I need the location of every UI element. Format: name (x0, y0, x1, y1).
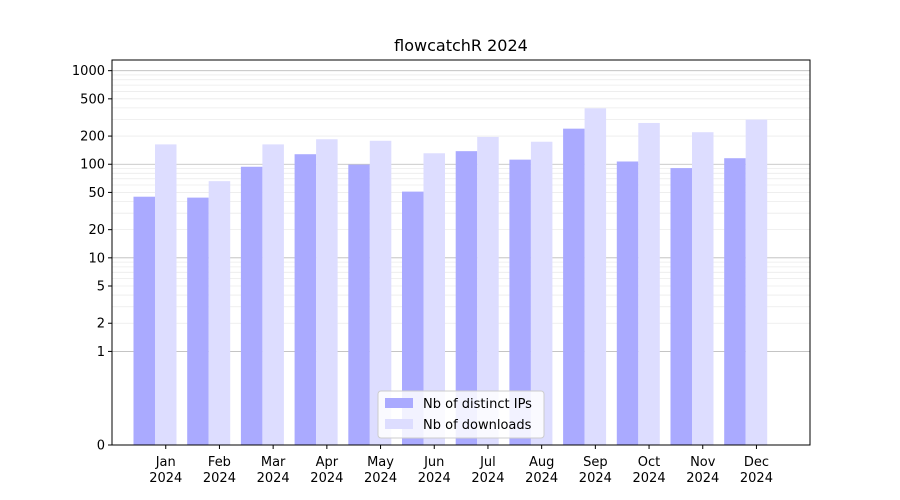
x-tick-label-year: 2024 (633, 471, 666, 486)
bars (133, 108, 768, 446)
x-tick-label-month: Jun (423, 455, 444, 470)
x-tick-label-month: Apr (316, 455, 339, 470)
y-tick-label: 2 (97, 317, 105, 332)
x-tick-label-year: 2024 (310, 471, 343, 486)
chart-title: flowcatchR 2024 (394, 36, 528, 55)
x-tick-label-year: 2024 (579, 471, 612, 486)
bar-downloads (584, 108, 607, 446)
y-tick-label: 200 (80, 130, 105, 145)
bar-distinct-ips (294, 154, 317, 446)
bar-downloads (692, 132, 714, 445)
y-tick-label: 5 (97, 280, 105, 295)
bar-downloads (530, 141, 553, 445)
bar-distinct-ips (187, 197, 209, 445)
bar-distinct-ips (563, 128, 585, 445)
x-tick-label-month: Sep (583, 455, 608, 470)
x-tick-label-month: Feb (208, 455, 231, 470)
y-tick-label: 100 (80, 158, 105, 173)
x-tick-label-year: 2024 (257, 471, 290, 486)
legend-label: Nb of distinct IPs (423, 397, 532, 412)
plot-frame (111, 59, 811, 446)
bar-distinct-ips (670, 168, 692, 445)
x-tick-label-year: 2024 (525, 471, 558, 486)
x-axis: Jan2024Feb2024Mar2024Apr2024May2024Jun20… (149, 445, 773, 486)
x-tick-label-month: Mar (261, 455, 286, 470)
y-tick-label: 50 (88, 186, 105, 201)
bar-distinct-ips (402, 191, 424, 445)
bar-distinct-ips (348, 164, 370, 445)
bar-downloads (369, 140, 392, 445)
y-tick-label: 500 (80, 92, 105, 107)
bar-downloads (316, 139, 338, 445)
legend-label: Nb of downloads (423, 418, 532, 433)
y-tick-label: 0 (97, 439, 105, 454)
bar-distinct-ips (455, 151, 478, 446)
y-axis: 0 1 2 5 10 20 50 100 200 500 1000 (72, 64, 112, 454)
bar-distinct-ips (724, 158, 746, 446)
x-tick-label-month: Nov (690, 455, 716, 470)
bar-distinct-ips (616, 161, 639, 445)
x-tick-label-year: 2024 (740, 471, 773, 486)
bar-downloads (262, 144, 284, 445)
bar-downloads (477, 136, 499, 446)
bar-downloads (155, 144, 177, 445)
bar-downloads (638, 122, 660, 446)
legend: Nb of distinct IPs Nb of downloads (377, 390, 545, 439)
x-tick-label-month: Jan (155, 455, 176, 470)
legend-swatch (385, 419, 413, 429)
legend-swatch (385, 398, 413, 408)
x-tick-label-year: 2024 (418, 471, 451, 486)
y-tick-label: 1 (97, 345, 105, 360)
x-tick-label-month: Oct (638, 455, 660, 470)
y-tick-label: 20 (88, 223, 105, 238)
bar-distinct-ips (240, 166, 263, 446)
bar-downloads (208, 181, 231, 445)
y-tick-label: 10 (88, 251, 105, 266)
x-tick-label-year: 2024 (686, 471, 719, 486)
bar-distinct-ips (133, 196, 155, 445)
x-tick-label-year: 2024 (203, 471, 236, 486)
x-tick-label-year: 2024 (471, 471, 504, 486)
x-tick-label-month: May (367, 455, 394, 470)
x-tick-label-month: Dec (744, 455, 769, 470)
x-tick-label-year: 2024 (364, 471, 397, 486)
bar-distinct-ips (509, 159, 531, 445)
x-tick-label-month: Jul (479, 455, 496, 470)
x-tick-label-month: Aug (529, 455, 554, 470)
x-tick-label-year: 2024 (149, 471, 182, 486)
y-tick-label: 1000 (72, 64, 105, 79)
legend-box (377, 390, 545, 439)
bar-downloads (423, 153, 445, 445)
bar-downloads (745, 119, 768, 446)
